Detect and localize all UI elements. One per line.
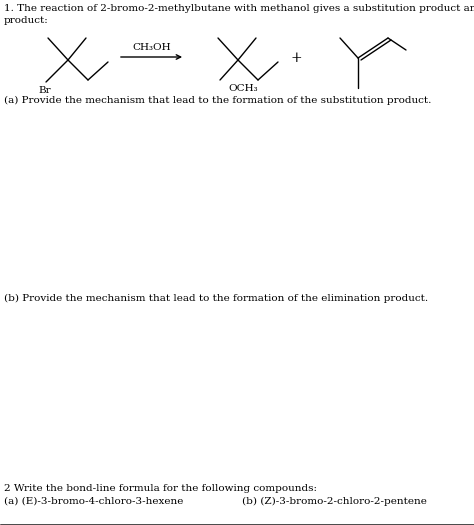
Text: (a) Provide the mechanism that lead to the formation of the substitution product: (a) Provide the mechanism that lead to t… [4, 96, 431, 105]
Text: 1. The reaction of 2-bromo-2-methylbutane with methanol gives a substitution pro: 1. The reaction of 2-bromo-2-methylbutan… [4, 4, 474, 13]
Text: 2 Write the bond-line formula for the following compounds:: 2 Write the bond-line formula for the fo… [4, 484, 317, 493]
Text: +: + [290, 51, 302, 65]
Text: OCH₃: OCH₃ [228, 84, 258, 93]
Text: product:: product: [4, 16, 49, 25]
Text: Br: Br [38, 86, 51, 95]
Text: CH₃OH: CH₃OH [132, 43, 171, 52]
Text: (b) Provide the mechanism that lead to the formation of the elimination product.: (b) Provide the mechanism that lead to t… [4, 294, 428, 303]
Text: (a) (E)-3-bromo-4-chloro-3-hexene: (a) (E)-3-bromo-4-chloro-3-hexene [4, 497, 183, 506]
Text: (b) (Z)-3-bromo-2-chloro-2-pentene: (b) (Z)-3-bromo-2-chloro-2-pentene [242, 497, 427, 506]
